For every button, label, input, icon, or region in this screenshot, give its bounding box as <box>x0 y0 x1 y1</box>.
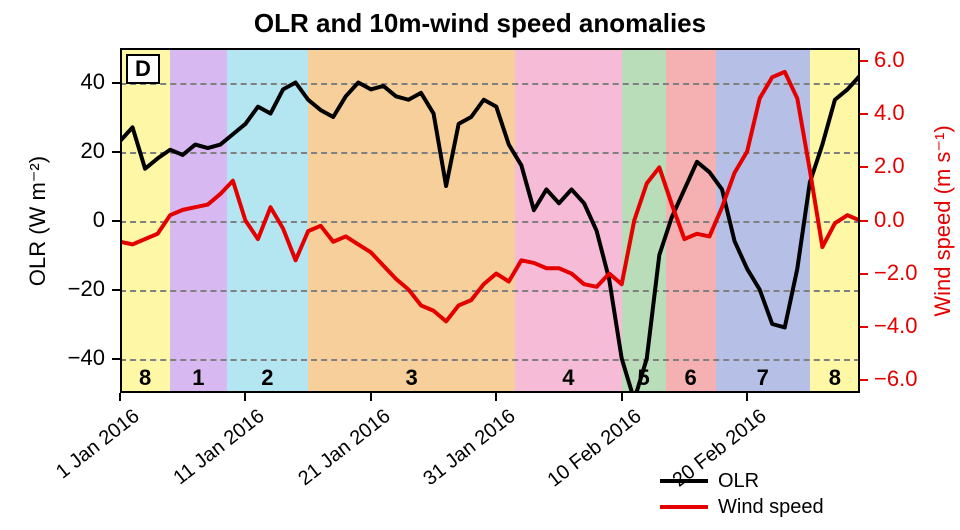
tick-mark <box>112 358 120 360</box>
legend-item: Wind speed <box>660 494 824 520</box>
phase-number: 3 <box>400 365 424 391</box>
legend-swatch <box>660 505 708 509</box>
tick-mark <box>860 220 868 222</box>
tick-mark <box>860 60 868 62</box>
ytick-right-label: 6.0 <box>874 47 929 73</box>
tick-mark <box>495 393 497 401</box>
tick-mark <box>860 273 868 275</box>
legend-label: Wind speed <box>718 496 824 519</box>
ytick-left-label: −20 <box>50 276 105 302</box>
panel-label: D <box>126 54 160 84</box>
phase-number: 7 <box>751 365 775 391</box>
xtick-label: 21 Jan 2016 <box>278 405 395 503</box>
ytick-right-label: 0.0 <box>874 207 929 233</box>
tick-mark <box>860 326 868 328</box>
tick-mark <box>112 151 120 153</box>
left-axis-label: OLR (W m⁻²) <box>25 101 53 341</box>
tick-mark <box>860 166 868 168</box>
legend-swatch <box>660 479 708 483</box>
ytick-right-label: 4.0 <box>874 100 929 126</box>
legend: OLR Wind speed <box>660 468 824 520</box>
phase-number: 8 <box>133 365 157 391</box>
phase-number: 6 <box>679 365 703 391</box>
right-axis-label: Wind speed (m s⁻¹) <box>930 91 958 351</box>
xtick-label: 31 Jan 2016 <box>404 405 521 503</box>
chart-container: OLR and 10m-wind speed anomalies D 8 1 2 3 4… <box>0 0 960 530</box>
legend-label: OLR <box>718 470 759 493</box>
ytick-left-label: 0 <box>50 207 105 233</box>
ytick-right-label: −6.0 <box>874 366 929 392</box>
tick-mark <box>112 82 120 84</box>
xtick-label: 1 Jan 2016 <box>28 405 145 503</box>
ytick-left-label: 40 <box>50 69 105 95</box>
phase-number: 8 <box>823 365 847 391</box>
ytick-right-label: 2.0 <box>874 153 929 179</box>
phase-number: 1 <box>186 365 210 391</box>
ytick-left-label: 20 <box>50 138 105 164</box>
ytick-right-label: −4.0 <box>874 313 929 339</box>
tick-mark <box>621 393 623 401</box>
legend-item: OLR <box>660 468 824 494</box>
tick-mark <box>112 220 120 222</box>
plot-frame <box>120 48 860 393</box>
xtick-label: 11 Jan 2016 <box>153 405 270 503</box>
tick-mark <box>244 393 246 401</box>
tick-mark <box>860 113 868 115</box>
tick-mark <box>112 289 120 291</box>
ytick-left-label: −40 <box>50 345 105 371</box>
phase-number: 2 <box>255 365 279 391</box>
chart-title: OLR and 10m-wind speed anomalies <box>0 8 960 39</box>
phase-number: 5 <box>632 365 656 391</box>
tick-mark <box>860 379 868 381</box>
tick-mark <box>370 393 372 401</box>
xtick-label: 10 Feb 2016 <box>529 405 646 503</box>
tick-mark <box>746 393 748 401</box>
tick-mark <box>119 393 121 401</box>
ytick-right-label: −2.0 <box>874 260 929 286</box>
plot-area: D 8 1 2 3 4 56 7 8 <box>120 48 860 393</box>
phase-number: 4 <box>556 365 580 391</box>
